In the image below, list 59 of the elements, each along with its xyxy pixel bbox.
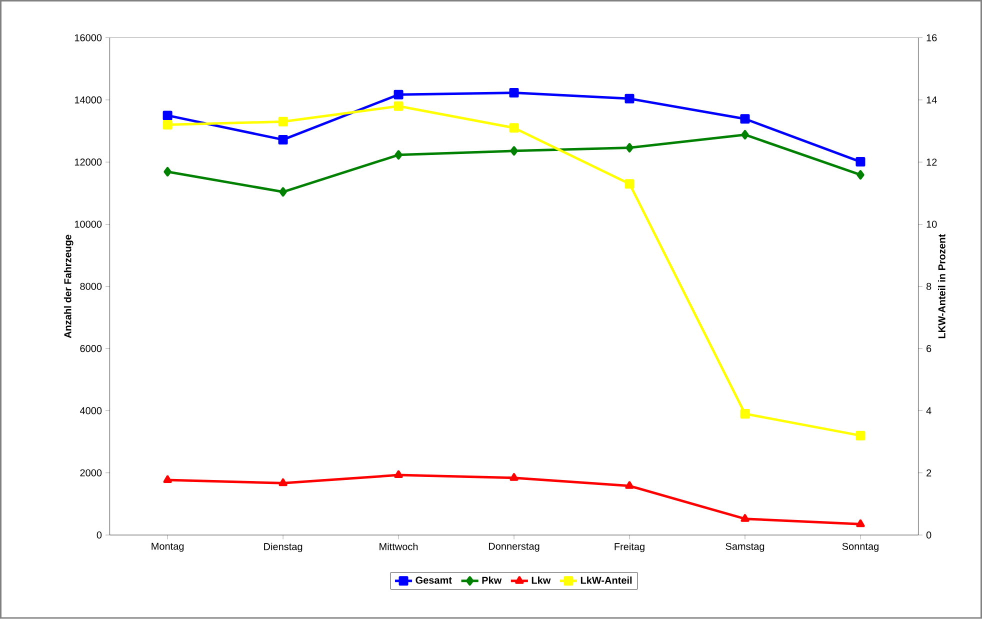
x-tick-label: Dienstag [264,542,302,552]
y2-tick-label: 6 [926,345,932,352]
point [856,519,865,528]
x-tick-label: Donnerstag [488,542,540,552]
point [740,114,750,124]
legend-label: Gesamt [416,576,452,584]
y-tick-label: 0 [96,532,102,539]
legend-label: Pkw [482,576,502,584]
point [394,90,404,100]
point [740,409,750,419]
y-tick-label: 14000 [74,96,102,104]
point [510,146,518,156]
y-axis-title: Anzahl der Fahrzeuge [64,234,74,338]
point [625,481,634,490]
y2-tick-label: 8 [926,282,932,290]
point [856,157,866,167]
point [510,473,518,481]
point [740,514,750,522]
x-tick-label: Montag [152,542,184,552]
point [394,150,402,160]
y2-tick-label: 14 [926,96,937,104]
point [624,94,634,104]
point [278,135,288,145]
y-tick-label: 2000 [80,469,102,476]
x-tick-label: Freitag [614,542,644,552]
point [509,123,519,133]
point [278,478,288,486]
y2-tick-label: 16 [926,34,937,42]
x-tick-label: Samstag [726,542,764,552]
point [509,88,519,98]
legend-label: LkW-Anteil [580,576,632,584]
y-tick-label: 12000 [74,158,102,166]
point [278,117,288,127]
y-tick-label: 10000 [74,220,102,228]
y-tick-label: 8000 [80,282,102,290]
y2-tick-label: 10 [926,220,937,228]
point [856,170,864,180]
point [856,430,866,440]
point [394,101,404,111]
point [163,475,172,484]
y-tick-label: 16000 [74,34,102,42]
point [164,167,172,177]
point [394,470,403,478]
point [279,187,287,197]
x-tick-label: Sonntag [842,542,878,552]
point [626,143,634,153]
point [624,179,634,189]
point [162,120,172,130]
y2-tick-label: 0 [926,532,932,539]
y-tick-label: 6000 [80,345,102,352]
y2-axis-title: LKW-Anteil in Prozent [938,234,946,338]
y2-tick-label: 4 [926,407,932,414]
x-tick-label: Mittwoch [380,542,418,550]
legend-label: Lkw [532,576,551,584]
point [162,110,172,120]
y-tick-label: 4000 [80,407,102,414]
y2-tick-label: 2 [926,469,932,476]
y2-tick-label: 12 [926,158,937,166]
point [741,130,749,140]
